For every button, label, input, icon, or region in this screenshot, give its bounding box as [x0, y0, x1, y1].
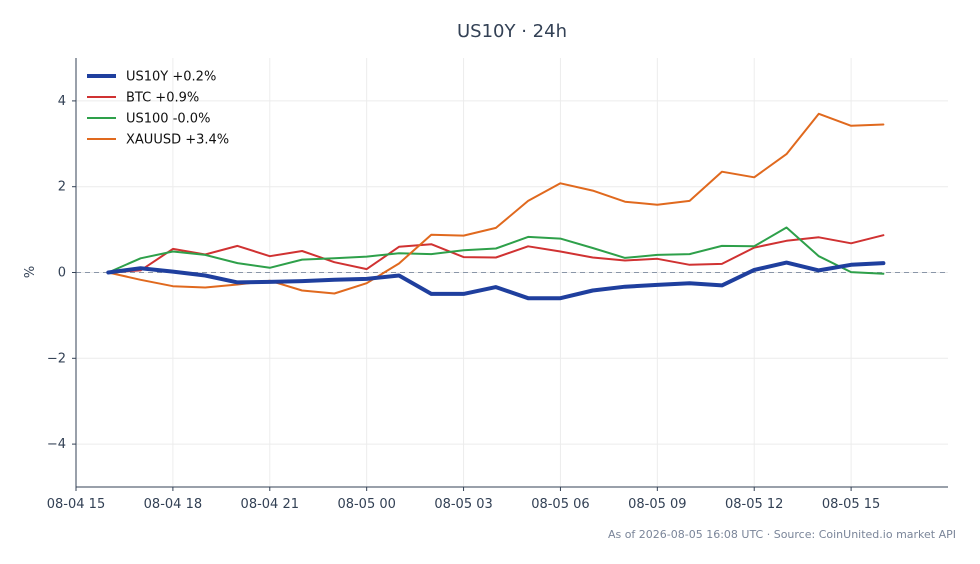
x-tick-label: 08-05 09: [628, 497, 686, 512]
x-tick-label: 08-05 06: [531, 497, 589, 512]
legend-label-xauusd: XAUUSD +3.4%: [126, 133, 229, 148]
legend-label-btc: BTC +0.9%: [126, 91, 199, 106]
y-tick-label: −2: [47, 351, 66, 366]
legend-label-us100: US100 -0.0%: [126, 112, 210, 127]
series-layer: [106, 112, 886, 301]
x-tick-label: 08-04 15: [47, 497, 105, 512]
y-tick-label: 2: [58, 180, 66, 195]
y-axis-label: %: [23, 266, 38, 278]
chart-title: US10Y · 24h: [457, 21, 567, 42]
x-tick-label: 08-05 03: [434, 497, 492, 512]
series-line-xauusd: [107, 112, 885, 295]
axes-layer: −4 −2 0 2 4 08-04 15 08-04 18 08-04 21 08-05 00 0…: [47, 58, 948, 512]
series-line-btc: [107, 234, 885, 274]
x-tick-label: 08-04 21: [241, 497, 299, 512]
y-tick-label: −4: [47, 437, 66, 452]
legend-label-us10y: US10Y +0.2%: [126, 70, 216, 85]
x-tick-label: 08-05 00: [337, 497, 395, 512]
legend: US10Y +0.2% BTC +0.9% US100 -0.0% XAUUSD +3…: [87, 70, 229, 148]
series-line-us10y: [106, 260, 886, 301]
series-line-us100: [107, 226, 885, 275]
y-tick-label: 4: [58, 94, 66, 109]
footer-source-note: As of 2026-08-05 16:08 UTC · Source: Coi…: [608, 528, 956, 541]
x-tick-label: 08-05 12: [725, 497, 783, 512]
x-tick-label: 08-05 15: [822, 497, 880, 512]
x-tick-label: 08-04 18: [144, 497, 202, 512]
y-tick-label: 0: [58, 266, 66, 281]
